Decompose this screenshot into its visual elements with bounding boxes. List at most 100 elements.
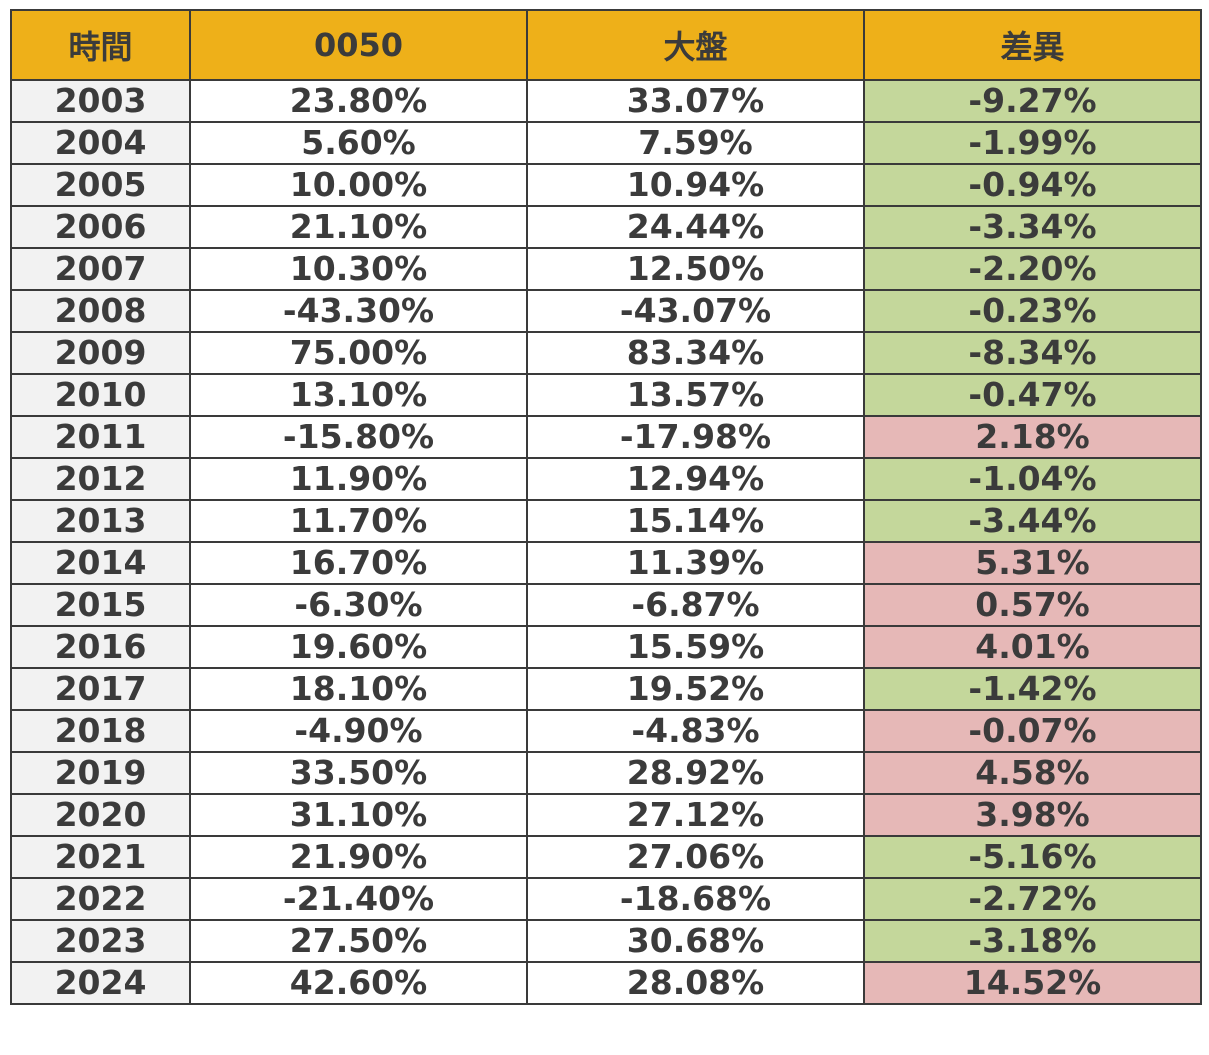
year-cell: 2024 (10, 961, 191, 1005)
difference-cell: 3.98% (863, 793, 1202, 837)
header-difference: 差異 (863, 9, 1202, 81)
market-return-cell: 12.94% (526, 457, 865, 501)
difference-cell: -8.34% (863, 331, 1202, 375)
table-row: 2005 10.00% 10.94% -0.94% (10, 163, 1202, 207)
market-return-cell: -18.68% (526, 877, 865, 921)
market-return-cell: 28.08% (526, 961, 865, 1005)
year-cell: 2018 (10, 709, 191, 753)
market-return-cell: -6.87% (526, 583, 865, 627)
table-body: 2003 23.80% 33.07% -9.27% 2004 5.60% 7.59% -1.9… (10, 79, 1202, 1005)
market-return-cell: 19.52% (526, 667, 865, 711)
year-cell: 2012 (10, 457, 191, 501)
table-row: 2013 11.70% 15.14% -3.44% (10, 499, 1202, 543)
etf-return-cell: 10.30% (189, 247, 528, 291)
market-return-cell: 28.92% (526, 751, 865, 795)
difference-cell: -5.16% (863, 835, 1202, 879)
etf-return-cell: -15.80% (189, 415, 528, 459)
etf-return-cell: 5.60% (189, 121, 528, 165)
etf-return-cell: 18.10% (189, 667, 528, 711)
year-cell: 2017 (10, 667, 191, 711)
year-cell: 2009 (10, 331, 191, 375)
etf-return-cell: 31.10% (189, 793, 528, 837)
difference-cell: -9.27% (863, 79, 1202, 123)
table-row: 2008 -43.30% -43.07% -0.23% (10, 289, 1202, 333)
header-market: 大盤 (526, 9, 865, 81)
year-cell: 2015 (10, 583, 191, 627)
etf-return-cell: -6.30% (189, 583, 528, 627)
etf-return-cell: -43.30% (189, 289, 528, 333)
year-cell: 2020 (10, 793, 191, 837)
difference-cell: -3.18% (863, 919, 1202, 963)
year-cell: 2010 (10, 373, 191, 417)
year-cell: 2013 (10, 499, 191, 543)
table-header: 時間 0050 大盤 差異 (10, 9, 1202, 81)
market-return-cell: -17.98% (526, 415, 865, 459)
etf-return-cell: 27.50% (189, 919, 528, 963)
difference-cell: 14.52% (863, 961, 1202, 1005)
difference-cell: -2.20% (863, 247, 1202, 291)
difference-cell: -3.34% (863, 205, 1202, 249)
market-return-cell: -43.07% (526, 289, 865, 333)
year-cell: 2019 (10, 751, 191, 795)
table-row: 2012 11.90% 12.94% -1.04% (10, 457, 1202, 501)
etf-return-cell: 19.60% (189, 625, 528, 669)
difference-cell: 0.57% (863, 583, 1202, 627)
etf-return-cell: 23.80% (189, 79, 528, 123)
market-return-cell: 83.34% (526, 331, 865, 375)
difference-cell: 4.01% (863, 625, 1202, 669)
difference-cell: -3.44% (863, 499, 1202, 543)
difference-cell: -2.72% (863, 877, 1202, 921)
difference-cell: -0.94% (863, 163, 1202, 207)
etf-return-cell: 21.90% (189, 835, 528, 879)
table-row: 2021 21.90% 27.06% -5.16% (10, 835, 1202, 879)
etf-return-cell: 13.10% (189, 373, 528, 417)
difference-cell: -0.07% (863, 709, 1202, 753)
year-cell: 2016 (10, 625, 191, 669)
year-cell: 2003 (10, 79, 191, 123)
market-return-cell: 27.06% (526, 835, 865, 879)
table-row: 2017 18.10% 19.52% -1.42% (10, 667, 1202, 711)
difference-cell: -0.23% (863, 289, 1202, 333)
table-row: 2004 5.60% 7.59% -1.99% (10, 121, 1202, 165)
market-return-cell: -4.83% (526, 709, 865, 753)
etf-return-cell: 10.00% (189, 163, 528, 207)
table-row: 2011 -15.80% -17.98% 2.18% (10, 415, 1202, 459)
year-cell: 2021 (10, 835, 191, 879)
market-return-cell: 15.59% (526, 625, 865, 669)
difference-cell: -1.42% (863, 667, 1202, 711)
table-row: 2015 -6.30% -6.87% 0.57% (10, 583, 1202, 627)
etf-return-cell: 75.00% (189, 331, 528, 375)
difference-cell: 2.18% (863, 415, 1202, 459)
table-row: 2016 19.60% 15.59% 4.01% (10, 625, 1202, 669)
year-cell: 2014 (10, 541, 191, 585)
market-return-cell: 12.50% (526, 247, 865, 291)
year-cell: 2011 (10, 415, 191, 459)
market-return-cell: 15.14% (526, 499, 865, 543)
etf-return-cell: 42.60% (189, 961, 528, 1005)
table-row: 2007 10.30% 12.50% -2.20% (10, 247, 1202, 291)
year-cell: 2008 (10, 289, 191, 333)
year-cell: 2004 (10, 121, 191, 165)
table-row: 2024 42.60% 28.08% 14.52% (10, 961, 1202, 1005)
table-row: 2020 31.10% 27.12% 3.98% (10, 793, 1202, 837)
year-cell: 2023 (10, 919, 191, 963)
etf-return-cell: 16.70% (189, 541, 528, 585)
etf-return-cell: 11.70% (189, 499, 528, 543)
difference-cell: -0.47% (863, 373, 1202, 417)
table-row: 2009 75.00% 83.34% -8.34% (10, 331, 1202, 375)
year-cell: 2006 (10, 205, 191, 249)
etf-return-cell: -4.90% (189, 709, 528, 753)
year-cell: 2005 (10, 163, 191, 207)
market-return-cell: 11.39% (526, 541, 865, 585)
difference-cell: -1.04% (863, 457, 1202, 501)
market-return-cell: 13.57% (526, 373, 865, 417)
etf-return-cell: 11.90% (189, 457, 528, 501)
table-row: 2018 -4.90% -4.83% -0.07% (10, 709, 1202, 753)
table-row: 2006 21.10% 24.44% -3.34% (10, 205, 1202, 249)
market-return-cell: 10.94% (526, 163, 865, 207)
table-row: 2022 -21.40% -18.68% -2.72% (10, 877, 1202, 921)
header-row: 時間 0050 大盤 差異 (10, 9, 1202, 81)
year-cell: 2022 (10, 877, 191, 921)
etf-return-cell: -21.40% (189, 877, 528, 921)
table-row: 2023 27.50% 30.68% -3.18% (10, 919, 1202, 963)
